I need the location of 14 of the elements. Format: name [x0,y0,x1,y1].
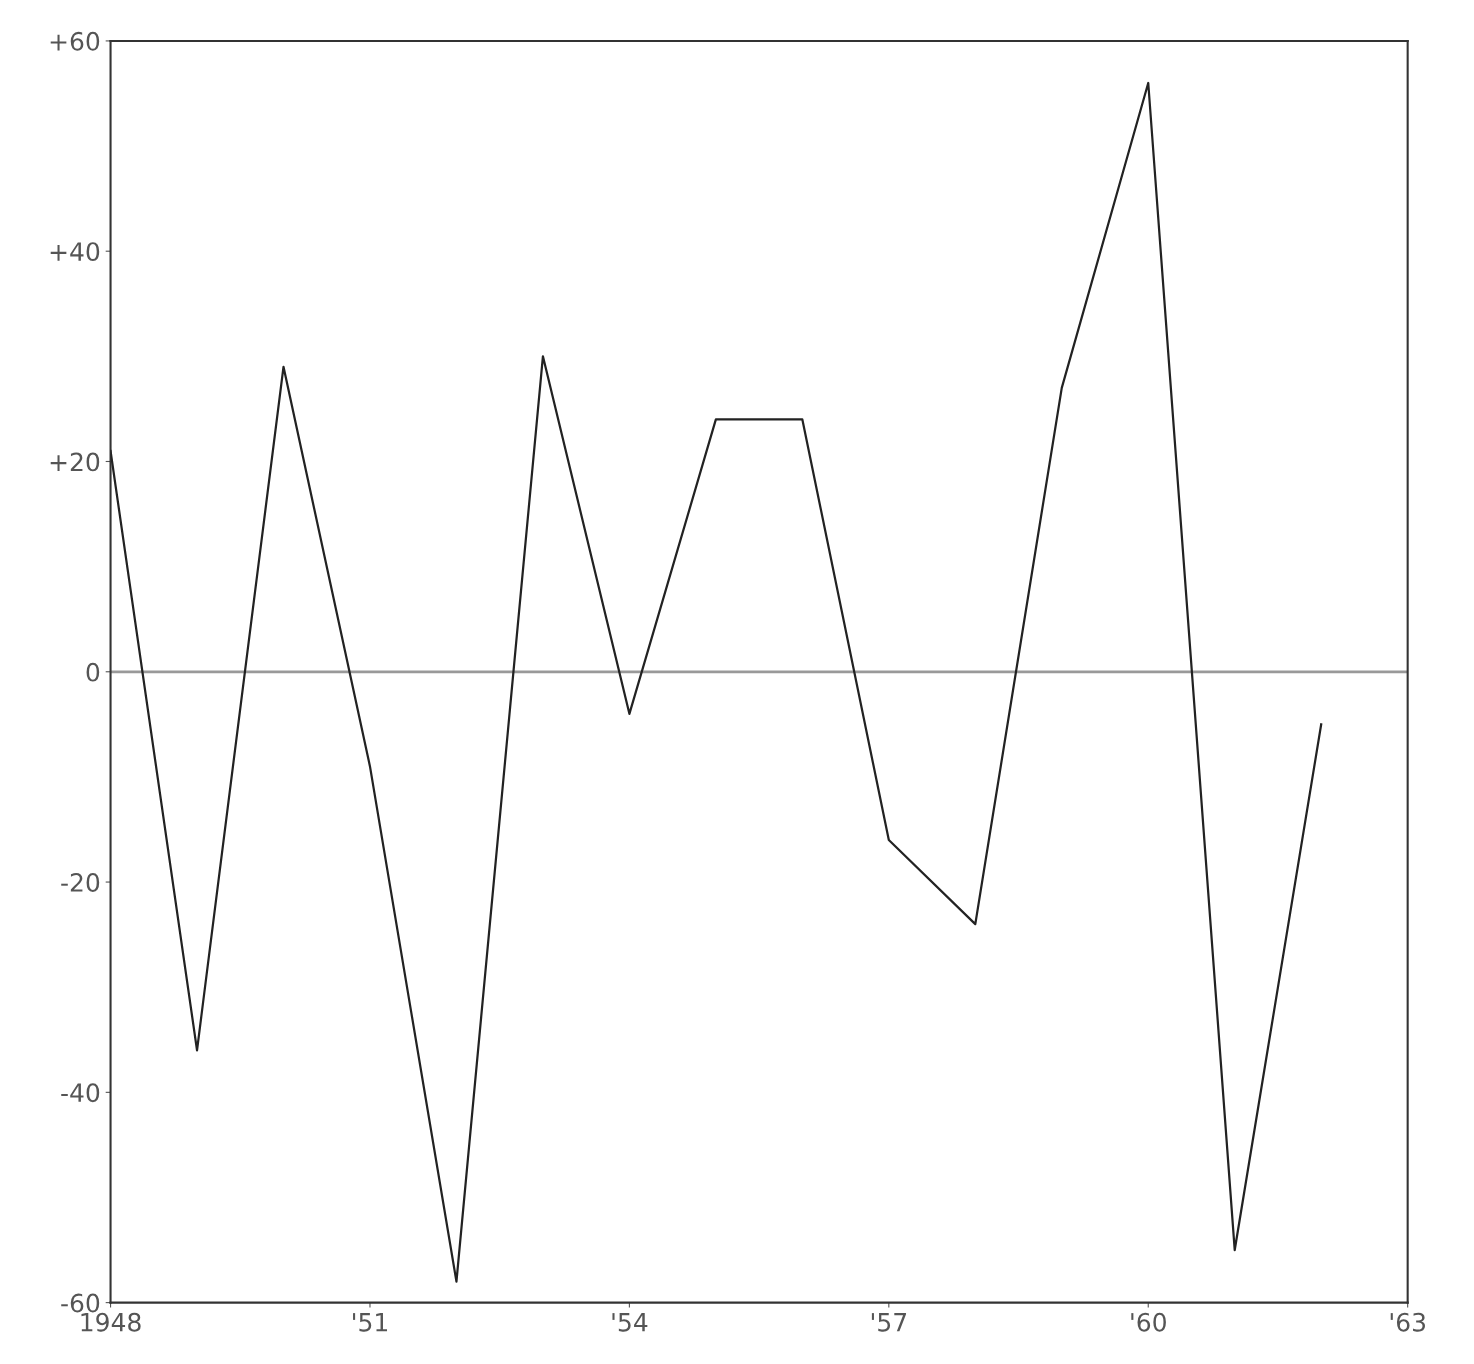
line-series [110,81,1323,1283]
y-tick-label: +20 [50,452,100,472]
y-tick-label: -20 [61,873,100,892]
x-tick-label: '51 [353,1313,388,1332]
y-tick-label: -40 [61,1083,100,1103]
y-tick-label: +60 [50,31,100,51]
y-tick-label: -60 [61,1293,100,1313]
y-tick-label: 0 [86,662,100,682]
x-tick-label: 1948 [81,1312,141,1332]
x-tick-label: '63 [1390,1312,1426,1332]
x-tick-label: '60 [1131,1312,1166,1332]
x-tick-label: '57 [871,1313,907,1332]
y-tick-label: +40 [50,242,100,262]
x-tick-label: '54 [612,1313,648,1332]
